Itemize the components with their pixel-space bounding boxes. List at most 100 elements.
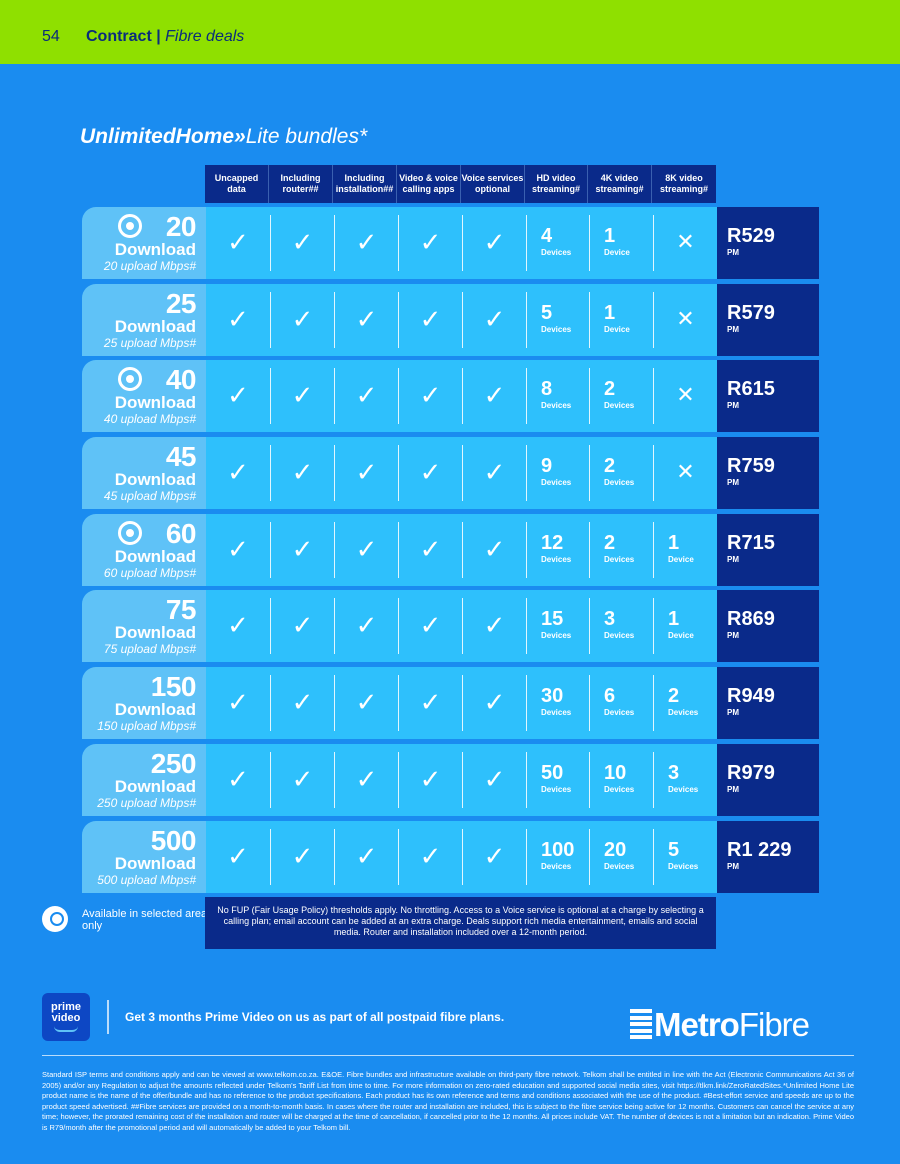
- check-icon: ✓: [483, 842, 506, 872]
- feature-cell: ✓: [206, 215, 270, 271]
- feature-cell: 3 Devices: [653, 752, 717, 808]
- check-icon: ✓: [227, 611, 249, 641]
- download-speed: 500: [150, 825, 197, 856]
- feature-cell: ✓: [398, 292, 462, 348]
- feature-cell: ✓: [462, 598, 526, 654]
- device-unit: Device: [668, 631, 694, 640]
- column-header: Uncapped data: [205, 165, 269, 203]
- feature-cell: 30 Devices: [526, 675, 589, 731]
- check-icon: ✓: [483, 305, 506, 335]
- section-label: Contract: [86, 28, 152, 45]
- feature-cell: 9 Devices: [526, 445, 589, 501]
- check-icon: ✓: [419, 611, 442, 641]
- feature-cell: ✓: [270, 752, 334, 808]
- feature-cell: 2 Devices: [653, 675, 717, 731]
- download-speed: 40: [165, 364, 197, 395]
- feature-cell: ✓: [462, 215, 526, 271]
- feature-cell: 1 Device: [653, 522, 717, 578]
- download-label: Download: [114, 777, 196, 796]
- device-count: 8: [541, 378, 553, 400]
- download-label: Download: [114, 547, 196, 566]
- price-period: PM: [727, 325, 739, 334]
- feature-cell: 10 Devices: [589, 752, 653, 808]
- cross-icon: ✕: [676, 230, 695, 255]
- feature-cell: ✓: [334, 292, 398, 348]
- prime-smile-icon: [54, 1026, 78, 1032]
- feature-cell: ✕: [653, 292, 717, 348]
- feature-cell: ✓: [270, 522, 334, 578]
- prime-video-logo: prime video: [42, 993, 90, 1041]
- feature-cell: ✓: [462, 445, 526, 501]
- column-header: 4K video streaming#: [588, 165, 652, 203]
- feature-cell: ✓: [398, 215, 462, 271]
- price-cell: R1 229 PM: [717, 821, 819, 893]
- feature-cell: ✓: [206, 522, 270, 578]
- price-cell: R979 PM: [717, 744, 819, 816]
- check-icon: ✓: [419, 305, 442, 335]
- header-bar: 54 Contract | Fibre deals: [0, 0, 900, 64]
- check-icon: ✓: [355, 688, 378, 718]
- device-unit: Devices: [604, 708, 635, 717]
- device-count: 2: [604, 455, 616, 477]
- location-pin-icon: [118, 521, 142, 545]
- price-amount: R715: [727, 532, 775, 554]
- download-label: Download: [114, 393, 196, 412]
- device-unit: Devices: [604, 862, 635, 871]
- subsection-label: Fibre deals: [165, 28, 245, 45]
- title-bold: UnlimitedHome»: [80, 125, 246, 148]
- check-icon: ✓: [291, 305, 314, 335]
- speed-label: 40 Download 40 upload Mbps#: [82, 360, 206, 432]
- feature-cell: 1 Device: [589, 215, 653, 271]
- location-pin-icon: [118, 367, 142, 391]
- device-count: 12: [541, 532, 564, 554]
- device-count: 5: [541, 302, 553, 324]
- column-header: 8K video streaming#: [659, 173, 709, 194]
- check-icon: ✓: [355, 305, 378, 335]
- feature-cell: 4 Devices: [526, 215, 589, 271]
- prime-logo-line1: prime: [51, 1001, 81, 1013]
- column-header: Voice services optional: [461, 165, 525, 203]
- check-icon: ✓: [355, 381, 378, 411]
- metrofibre-bars-icon: [630, 1009, 652, 1039]
- device-count: 1: [604, 225, 616, 247]
- check-icon: ✓: [355, 842, 378, 872]
- feature-cell: ✓: [398, 675, 462, 731]
- device-unit: Devices: [604, 478, 635, 487]
- feature-cell: ✕: [653, 215, 717, 271]
- device-count: 1: [668, 532, 680, 554]
- speed-label: 20 Download 20 upload Mbps#: [82, 207, 206, 279]
- device-unit: Device: [604, 325, 630, 334]
- feature-cell: ✓: [462, 752, 526, 808]
- feature-cell: ✓: [206, 829, 270, 885]
- speed-label: 60 Download 60 upload Mbps#: [82, 514, 206, 586]
- feature-cell: ✓: [206, 675, 270, 731]
- device-count: 9: [541, 455, 553, 477]
- price-period: PM: [727, 785, 739, 794]
- upload-speed: 150 upload Mbps#: [97, 719, 196, 733]
- check-icon: ✓: [291, 842, 314, 872]
- device-count: 5: [668, 839, 680, 861]
- device-unit: Devices: [668, 862, 699, 871]
- feature-cell: 12 Devices: [526, 522, 589, 578]
- device-unit: Devices: [541, 631, 572, 640]
- bundle-row: 25 Download 25 upload Mbps# ✓ ✓ ✓ ✓ ✓ 5 Devices 1 D…: [82, 284, 819, 356]
- feature-cell: ✓: [334, 215, 398, 271]
- device-unit: Devices: [541, 862, 572, 871]
- feature-cells: ✓ ✓ ✓ ✓ ✓ 9 Devices 2 Devices ✕: [206, 437, 717, 509]
- check-icon: ✓: [291, 611, 314, 641]
- feature-cell: ✓: [398, 368, 462, 424]
- price-period: PM: [727, 555, 739, 564]
- upload-speed: 40 upload Mbps#: [103, 412, 196, 426]
- page-title: UnlimitedHome»Lite bundles*: [80, 125, 367, 149]
- feature-cells: ✓ ✓ ✓ ✓ ✓ 12 Devices 2 Devices 1 Device: [206, 514, 717, 586]
- device-count: 3: [668, 762, 680, 784]
- feature-cell: 50 Devices: [526, 752, 589, 808]
- download-speed: 45: [165, 441, 197, 472]
- check-icon: ✓: [227, 765, 249, 795]
- speed-label: 25 Download 25 upload Mbps#: [82, 284, 206, 356]
- price-cell: R715 PM: [717, 514, 819, 586]
- availability-text: Available in selected areas only: [82, 908, 213, 932]
- feature-cell: ✓: [270, 829, 334, 885]
- device-unit: Devices: [668, 708, 699, 717]
- feature-cell: ✓: [206, 752, 270, 808]
